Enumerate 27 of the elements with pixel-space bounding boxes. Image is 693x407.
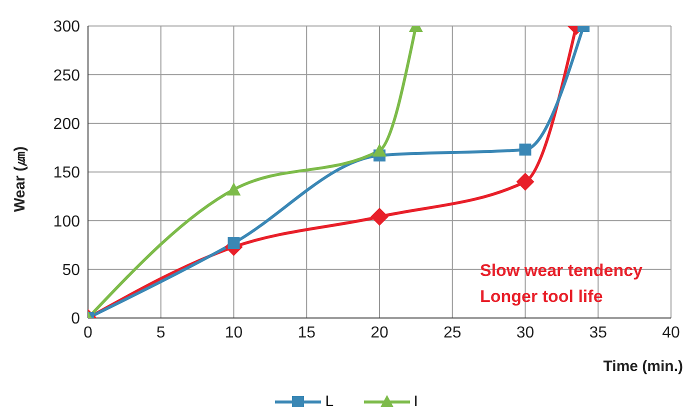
x-tick-label: 20 [370,324,388,342]
x-tick-label: 30 [516,324,534,342]
y-tick-label: 250 [53,67,80,84]
x-tick-label: 10 [224,324,243,342]
x-tick-label: 40 [662,324,680,342]
point [372,144,386,157]
point [516,172,534,191]
y-tick-label: 150 [53,164,80,182]
legend-label: I [412,393,418,407]
x-tick-label: 5 [156,324,166,342]
legend-label: L [324,393,334,407]
point [226,182,241,196]
annotation: Slow wear tendency [480,260,642,282]
y-tick-label: 50 [62,262,80,280]
annotation: Longer tool life [480,286,604,308]
x-tick-label: 15 [298,324,316,342]
point [519,144,532,156]
x-tick-label: 35 [589,324,608,342]
x-tick-label: 0 [84,324,93,342]
x-tick-label: 25 [443,324,462,342]
y-tick-label: 200 [53,116,80,134]
y-tick-label: 100 [53,213,80,230]
point [370,208,388,226]
x-axis-title: Time (min.) [603,358,683,375]
y-tick-label: 0 [71,310,80,328]
y-tick-label: 300 [53,18,80,36]
y-axis-title: Wear (㎛) [11,146,28,212]
